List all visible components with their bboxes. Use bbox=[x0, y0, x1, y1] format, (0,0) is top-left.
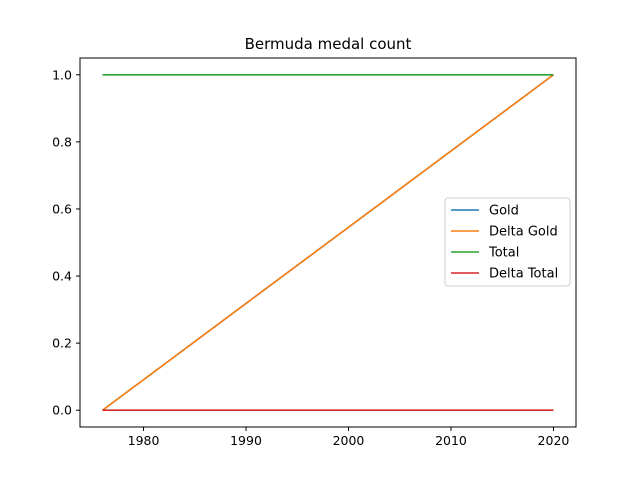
y-tick-label: 0.0 bbox=[52, 403, 72, 418]
legend-label: Total bbox=[488, 246, 519, 261]
plot-area bbox=[79, 57, 577, 428]
legend-item[interactable]: Gold bbox=[451, 204, 519, 219]
legend-item[interactable]: Total bbox=[451, 246, 519, 261]
x-tick-label: 2010 bbox=[435, 433, 467, 448]
x-tick-label: 2000 bbox=[333, 433, 365, 448]
y-axis: 0.0 0.2 0.4 0.6 0.8 1.0 bbox=[52, 67, 80, 418]
y-tick-label: 0.4 bbox=[52, 269, 72, 284]
y-tick-label: 0.2 bbox=[52, 336, 72, 351]
legend-item[interactable]: Delta Gold bbox=[451, 225, 558, 240]
y-tick-label: 1.0 bbox=[52, 67, 72, 82]
legend[interactable]: Gold Delta Gold Total Delta Total bbox=[444, 197, 571, 287]
legend-label: Delta Total bbox=[489, 267, 558, 282]
legend-box bbox=[444, 197, 571, 287]
y-tick-label: 0.8 bbox=[52, 134, 72, 149]
series-line-delta-gold bbox=[102, 74, 554, 411]
plot-frame bbox=[79, 57, 577, 428]
legend-label: Gold bbox=[489, 204, 519, 219]
chart-title: Bermuda medal count bbox=[245, 35, 412, 53]
x-tick-label: 1980 bbox=[128, 433, 160, 448]
x-tick-label: 1990 bbox=[230, 433, 262, 448]
legend-label: Delta Gold bbox=[489, 225, 558, 240]
y-tick-label: 0.6 bbox=[52, 201, 72, 216]
legend-item[interactable]: Delta Total bbox=[451, 267, 558, 282]
series-layer bbox=[102, 73, 554, 412]
x-tick-label: 2020 bbox=[538, 433, 570, 448]
x-axis: 1980 1990 2000 2010 2020 bbox=[128, 427, 570, 448]
